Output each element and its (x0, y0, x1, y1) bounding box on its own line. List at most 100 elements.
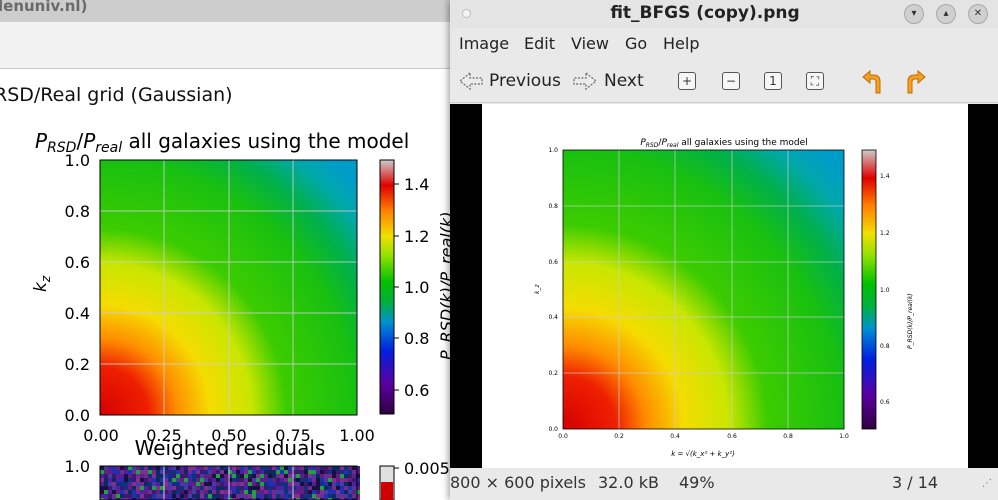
title-slash: / (76, 129, 83, 153)
image-gridlines (563, 150, 844, 429)
plot-gridlines (100, 160, 357, 415)
x-tick: 0.50 (211, 426, 247, 445)
image-heatmap (563, 150, 844, 429)
x-tick: 0.00 (83, 426, 119, 445)
img-y-tick: 0.4 (548, 314, 558, 321)
colorbar-ticks: 1.4 1.2 1.0 0.8 0.6 (394, 175, 429, 400)
status-position: 3 / 14 (892, 473, 939, 492)
img-title-p1: P (640, 138, 646, 148)
img-title-s1: RSD (646, 142, 659, 149)
image-viewer-window[interactable]: fit_BFGS (copy).png ▾ ▴ ✕ Image Edit Vie… (450, 0, 998, 500)
img-title-s2: real (667, 142, 679, 149)
x-tick-labels: 0.00 0.25 0.50 0.75 1.00 (83, 426, 375, 445)
menu-go[interactable]: Go (625, 34, 648, 53)
viewer-titlebar[interactable]: fit_BFGS (copy).png ▾ ▴ ✕ (450, 0, 998, 28)
y-tick: 0.0 (65, 406, 90, 425)
y-axis-label: kz (31, 275, 53, 292)
title-rest: all galaxies using the model (122, 129, 409, 153)
y-tick: 0.4 (65, 304, 90, 323)
menu-image[interactable]: Image (459, 34, 510, 53)
residuals-cells (100, 466, 360, 500)
rotate-right-icon[interactable] (902, 69, 928, 95)
next-button[interactable]: Next (570, 66, 650, 96)
status-dimensions: 800 × 600 pixels (450, 473, 586, 492)
resize-grip-icon[interactable]: ⋰ (982, 478, 992, 489)
colorbar-scale (379, 159, 395, 415)
status-bar: 800 × 600 pixels 32.0 kB 49% 3 / 14 ⋰ (450, 470, 998, 500)
zoom-out-icon[interactable]: − (722, 72, 740, 90)
background-window[interactable]: lenuniv.nl) RSD/Real grid (Gaussian) (0, 0, 450, 500)
plot-title: PRSD/Preal all galaxies using the model (35, 129, 409, 156)
colorbar-tick: 1.4 (404, 175, 429, 194)
plot-frame (99, 159, 358, 416)
image-colorbar-ticks: 1.4 1.2 1.0 0.8 0.6 (880, 173, 890, 406)
page-heading: RSD/Real grid (Gaussian) (0, 84, 233, 106)
residuals-colorbar-red (381, 482, 393, 500)
img-cbar-tick: 1.4 (880, 173, 890, 180)
status-zoom: 49% (679, 473, 715, 492)
image-x-label: k = √(k_x² + k_y²) (671, 450, 735, 458)
previous-button[interactable]: Previous (456, 66, 562, 96)
y-tick: 0.6 (65, 253, 90, 272)
title-sub2: real (95, 140, 122, 156)
img-cbar-tick: 0.8 (880, 343, 890, 350)
img-x-tick: 0.8 (783, 433, 793, 440)
img-x-tick: 1.0 (839, 433, 849, 440)
menu-view[interactable]: View (571, 34, 609, 53)
y-tick: 0.8 (65, 202, 90, 221)
img-title-p2: P (661, 138, 667, 148)
img-x-tick: 0.4 (670, 433, 680, 440)
menu-edit[interactable]: Edit (524, 34, 555, 53)
window-menu-icon[interactable] (462, 9, 471, 18)
residuals-title: Weighted residuals (135, 436, 326, 460)
img-y-tick: 0.8 (548, 203, 558, 210)
img-cbar-tick: 0.6 (880, 399, 890, 406)
image-colorbar-label: P_RSD(k)/P_real(k) (907, 293, 914, 349)
maximize-button[interactable]: ▴ (936, 4, 956, 24)
chevron-down-icon: ▾ (911, 8, 917, 19)
img-cbar-tick: 1.2 (880, 230, 890, 237)
image-x-ticks: 0.0 0.2 0.4 0.6 0.8 1.0 (558, 433, 849, 440)
heatmap (99, 159, 358, 416)
y-tick: 0.2 (65, 355, 90, 374)
residuals-heatmap (99, 465, 360, 500)
fit-window-icon[interactable]: ⛶ (806, 72, 824, 90)
colorbar: 1.4 1.2 1.0 0.8 0.6 P_RSD(k)/P_real(k) (379, 159, 450, 415)
y-tick: 1.0 (65, 151, 90, 170)
residuals-colorbar-tick: 0.005 (404, 459, 450, 478)
image-canvas[interactable]: PRSD/Preal all galaxies using the model … (450, 104, 998, 468)
y-tick-labels: 1.0 0.8 0.6 0.4 0.2 0.0 (65, 151, 90, 425)
status-filesize: 32.0 kB (598, 473, 659, 492)
colorbar-tick: 1.0 (404, 278, 429, 297)
img-x-tick: 0.6 (727, 433, 737, 440)
image-y-label: k_z (534, 284, 541, 294)
title-sub1: RSD (47, 140, 77, 156)
arrow-right-icon (573, 71, 597, 91)
rotate-left-icon[interactable] (860, 69, 886, 95)
x-tick: 0.25 (146, 426, 182, 445)
title-p2: P (83, 129, 96, 153)
viewer-toolbar: Previous Next + − 1 ⛶ (450, 60, 998, 103)
chevron-up-icon: ▴ (943, 8, 949, 19)
title-p1: P (35, 129, 48, 153)
close-button[interactable]: ✕ (968, 4, 988, 24)
background-toolbar (0, 22, 450, 69)
viewer-title: fit_BFGS (copy).png (610, 3, 800, 23)
img-y-tick: 0.6 (548, 259, 558, 266)
colorbar-tick: 1.2 (404, 227, 429, 246)
img-y-tick: 0.2 (548, 370, 558, 377)
colorbar-tick: 0.6 (404, 381, 429, 400)
background-titlebar[interactable]: lenuniv.nl) (0, 0, 450, 22)
img-y-tick: 1.0 (548, 147, 558, 154)
zoom-in-icon[interactable]: + (678, 72, 696, 90)
img-title-rest: all galaxies using the model (678, 138, 807, 148)
menu-help[interactable]: Help (663, 34, 700, 53)
normal-size-icon[interactable]: 1 (764, 72, 782, 90)
minimize-button[interactable]: ▾ (904, 4, 924, 24)
image-figure: PRSD/Preal all galaxies using the model … (534, 138, 914, 458)
close-icon: ✕ (973, 8, 983, 19)
colorbar-tick: 0.8 (404, 329, 429, 348)
img-title-slash: / (658, 138, 662, 148)
x-tick: 1.00 (339, 426, 375, 445)
img-x-tick: 0.2 (614, 433, 624, 440)
